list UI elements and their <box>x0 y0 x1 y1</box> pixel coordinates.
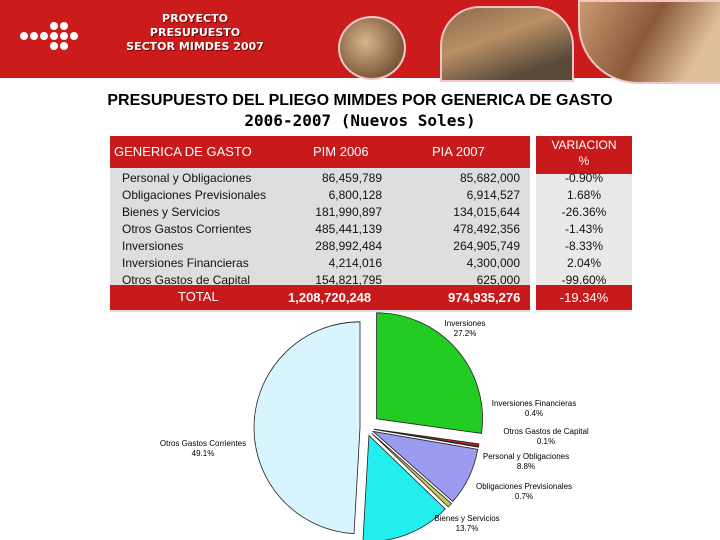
project-line-2: PRESUPUESTO <box>149 26 241 39</box>
header-banner: PROYECTO PRESUPUESTO SECTOR MIMDES 2007 <box>0 0 720 84</box>
photo-field-workers <box>440 6 574 82</box>
column-pia: 85,682,000 6,914,527 134,015,644 478,492… <box>410 170 520 289</box>
variation-header-label: VARIACION <box>551 138 617 152</box>
ministry-logo-icon <box>20 22 78 50</box>
column-pim: 86,459,789 6,800,128 181,990,897 485,441… <box>286 170 382 289</box>
row-name: Obligaciones Previsionales <box>122 188 267 202</box>
header-pia: PIA 2007 <box>432 144 485 159</box>
total-label: TOTAL <box>178 289 219 304</box>
pie-label-name: Inversiones <box>445 319 486 328</box>
column-names: Personal y Obligaciones Obligaciones Pre… <box>122 170 292 289</box>
row-var: 1.68% <box>566 188 602 202</box>
row-var: -99.60% <box>561 273 607 287</box>
total-row: TOTAL 1,208,720,248 974,935,276 <box>110 285 530 310</box>
pie-label-value: 27.2% <box>454 329 477 338</box>
total-pia: 974,935,276 <box>448 290 521 305</box>
pie-slice-obligaciones-previsionales <box>371 433 452 508</box>
row-var: -8.33% <box>564 239 604 253</box>
pie-label-name: Inversiones Financieras <box>492 399 576 408</box>
row-var: -26.36% <box>561 205 607 219</box>
pie-label-name: Otros Gastos de Capital <box>503 427 589 436</box>
pie-label-name: Personal y Obligaciones <box>483 452 569 461</box>
variation-header-unit: % <box>578 154 590 168</box>
variation-column: VARIACION % -0.90% 1.68% -26.36% -1.43% … <box>536 136 632 312</box>
row-var: -0.90% <box>564 171 604 185</box>
pie-label-value: 0.1% <box>537 437 555 446</box>
row-name: Otros Gastos Corrientes <box>122 222 252 236</box>
row-name: Personal y Obligaciones <box>122 171 252 185</box>
pie-label-name: Obligaciones Previsionales <box>476 482 572 491</box>
row-pia: 625,000 <box>476 273 520 287</box>
total-pim: 1,208,720,248 <box>288 290 372 305</box>
row-name: Inversiones Financieras <box>122 256 249 270</box>
pie-label-value: 13.7% <box>456 524 479 533</box>
row-var: -1.43% <box>564 222 604 236</box>
row-name: Bienes y Servicios <box>122 205 221 219</box>
project-label: PROYECTO PRESUPUESTO SECTOR MIMDES 2007 <box>120 12 270 54</box>
row-name: Inversiones <box>122 239 184 253</box>
row-pim: 485,441,139 <box>315 222 382 236</box>
row-pim: 288,992,484 <box>315 239 382 253</box>
row-pia: 134,015,644 <box>453 205 520 219</box>
row-pia: 478,492,356 <box>453 222 520 236</box>
project-line-3: SECTOR MIMDES 2007 <box>126 40 264 53</box>
pie-slice-otros-gastos-de-capital <box>373 428 479 448</box>
pie-slice-bienes-y-servicios <box>362 434 446 540</box>
row-pia: 6,914,527 <box>466 188 520 202</box>
row-pia: 264,905,749 <box>453 239 520 253</box>
row-pim: 154,821,795 <box>315 273 382 287</box>
row-pia: 4,300,000 <box>466 256 520 270</box>
header-pim: PIM 2006 <box>313 144 369 159</box>
pie-slice-inversiones <box>376 312 483 434</box>
page-title: PRESUPUESTO DEL PLIEGO MIMDES POR GENERI… <box>107 92 613 109</box>
row-pim: 4,214,016 <box>328 256 382 270</box>
table-header: GENERICA DE GASTO PIM 2006 PIA 2007 <box>110 136 530 168</box>
pie-label-value: 0.4% <box>525 409 543 418</box>
row-pia: 85,682,000 <box>459 171 520 185</box>
project-line-1: PROYECTO <box>162 12 228 25</box>
row-var: 2.04% <box>566 256 602 270</box>
pie-label-value: 8.8% <box>517 462 535 471</box>
row-pim: 86,459,789 <box>321 171 382 185</box>
row-name: Otros Gastos de Capital <box>122 273 251 287</box>
pie-slice-personal-y-obligaciones <box>371 430 479 503</box>
row-pim: 6,800,128 <box>328 188 382 202</box>
photo-mother-child <box>578 0 720 84</box>
variation-values: -0.90% 1.68% -26.36% -1.43% -8.33% 2.04%… <box>536 170 632 289</box>
photo-workers <box>338 16 406 80</box>
row-pim: 181,990,897 <box>315 205 382 219</box>
pie-label-name: Otros Gastos Corrientes <box>160 439 246 448</box>
variation-header: VARIACION % <box>536 136 632 174</box>
budget-table: GENERICA DE GASTO PIM 2006 PIA 2007 Pers… <box>110 136 530 312</box>
pie-slice-otros-gastos-corrientes <box>253 321 361 535</box>
variation-total-value: -19.34% <box>559 290 609 305</box>
pie-label-value: 49.1% <box>192 449 215 458</box>
pie-label-value: 0.7% <box>515 492 533 501</box>
header-generica: GENERICA DE GASTO <box>114 144 252 159</box>
page-subtitle: 2006-2007 (Nuevos Soles) <box>244 111 476 130</box>
pie-label-name: Bienes y Servicios <box>434 514 499 523</box>
variation-total: -19.34% <box>536 285 632 310</box>
